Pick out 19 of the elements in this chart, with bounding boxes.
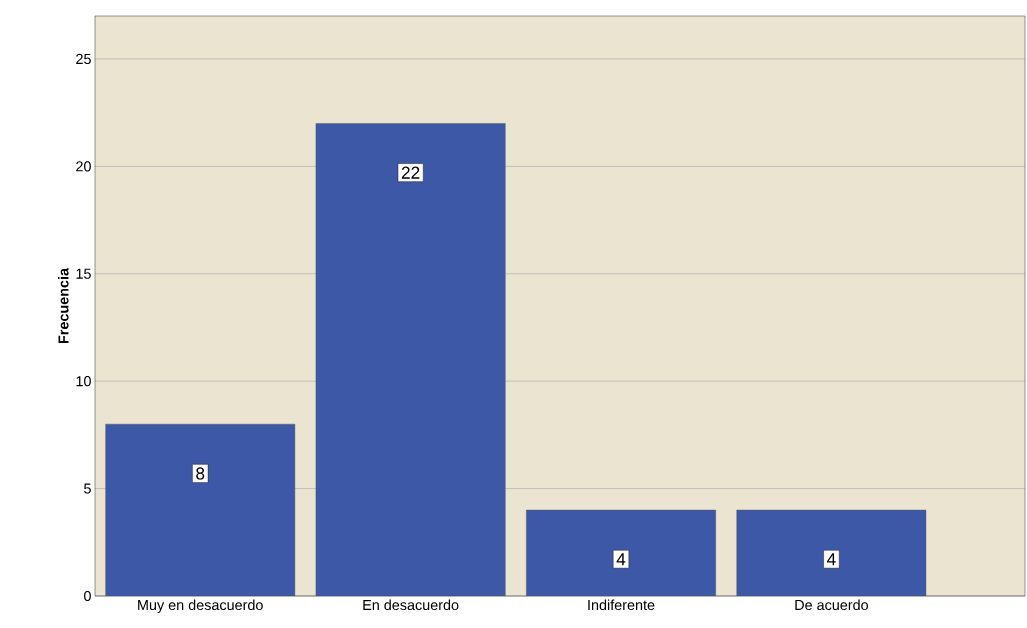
- y-tick-label: 10: [76, 376, 91, 387]
- y-axis-title: Frecuencia: [58, 267, 69, 344]
- bar: [315, 123, 506, 596]
- data-label: 4: [827, 553, 836, 566]
- data-label: 4: [616, 553, 626, 566]
- data-label: 22: [401, 166, 420, 179]
- y-tick-label: 0: [84, 590, 91, 602]
- x-tick-label: Indiferente: [588, 599, 655, 611]
- bar: [105, 424, 295, 596]
- bar: [526, 510, 716, 596]
- y-tick-label: 25: [76, 53, 91, 65]
- x-tick-label: De acuerdo: [795, 599, 869, 611]
- bar: [736, 509, 927, 596]
- x-tick-label: En desacuerdo: [363, 599, 459, 611]
- y-tick-label: 15: [76, 268, 91, 279]
- data-label: 8: [196, 467, 205, 480]
- x-tick-label: Muy en desacuerdo: [138, 599, 263, 613]
- y-tick-label: 20: [76, 161, 91, 172]
- y-tick-label: 5: [84, 483, 91, 494]
